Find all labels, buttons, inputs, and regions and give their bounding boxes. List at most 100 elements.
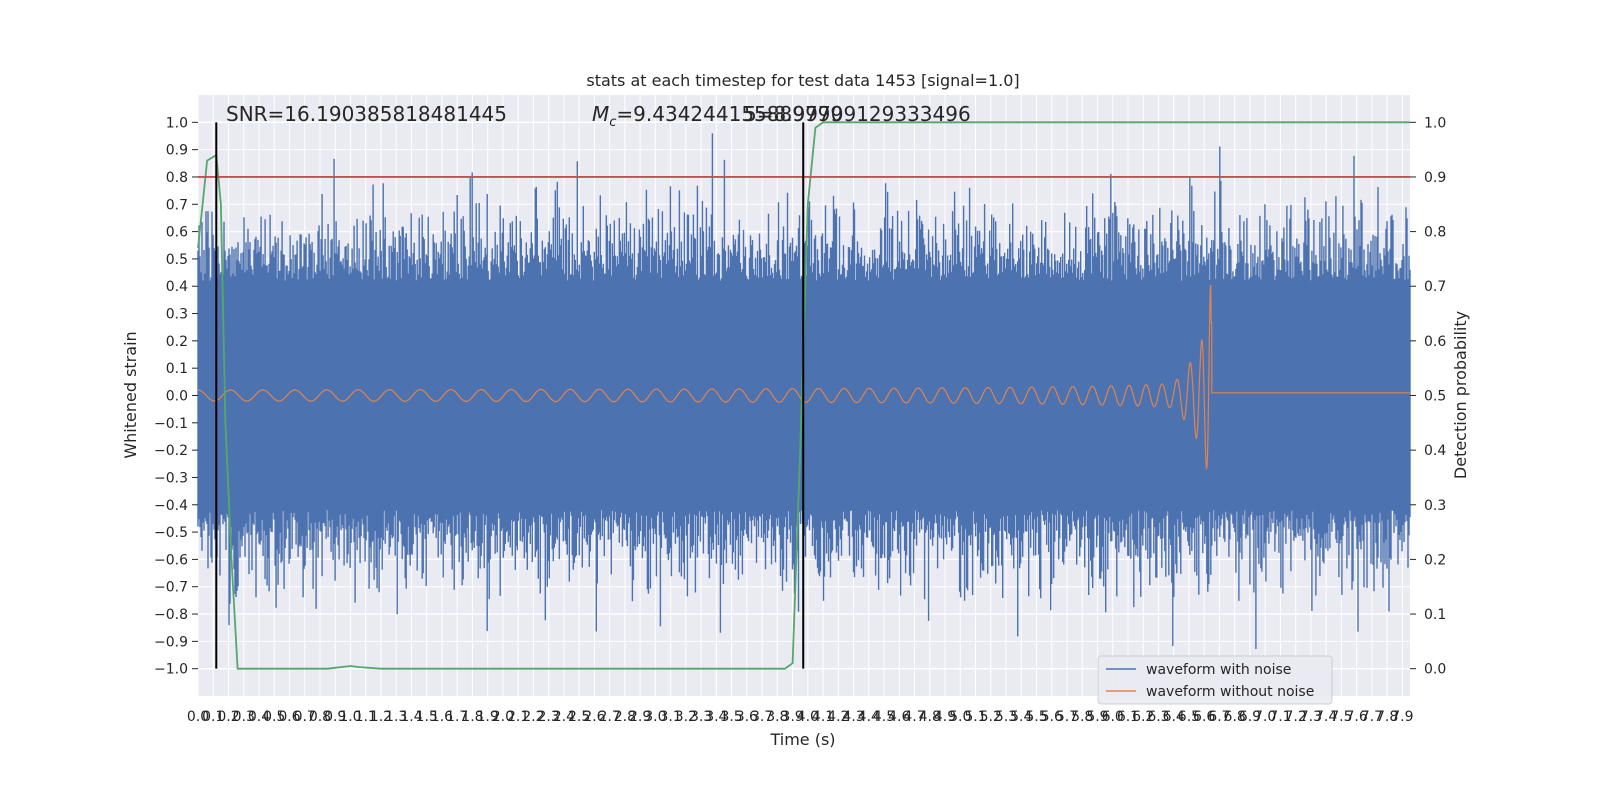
legend-label-clean: waveform without noise (1146, 684, 1314, 700)
y2-axis-label: Detection probability (1451, 311, 1470, 479)
x-tick-label: 6.0 (1102, 709, 1124, 725)
y2-tick-label: 0.8 (1424, 225, 1446, 241)
x-tick-label: 0.7 (294, 709, 316, 725)
x-tick-label: 1.4 (400, 709, 422, 725)
x-tick-label: 4.2 (827, 709, 849, 725)
y-tick-label: −0.3 (154, 470, 188, 486)
y2-tick-label: 0.2 (1424, 552, 1446, 568)
x-tick-label: 5.4 (1010, 709, 1032, 725)
x-tick-label: 1.8 (461, 709, 483, 725)
x-tick-label: 3.0 (644, 709, 666, 725)
x-tick-label: 0.0 (187, 709, 209, 725)
x-tick-label: 4.7 (903, 709, 925, 725)
y-tick-label: 0.8 (166, 170, 188, 186)
x-tick-label: 0.9 (324, 709, 346, 725)
snr-annotation: SNR=16.190385818481445 (226, 102, 507, 126)
y-tick-label: 1.0 (166, 115, 188, 131)
x-tick-label: 1.2 (370, 709, 392, 725)
x-tick-label: 0.8 (309, 709, 331, 725)
x-tick-label: 0.3 (233, 709, 255, 725)
x-tick-label: 6.1 (1117, 709, 1139, 725)
mc-subscript: c (609, 115, 616, 130)
y2-axis-ticks: 1.0 0.9 0.8 0.7 0.6 0.5 0.4 0.3 0.2 0.1 0.0 (1410, 115, 1446, 678)
x-tick-label: 5.6 (1041, 709, 1063, 725)
y-tick-label: 0.5 (166, 252, 188, 268)
x-tick-label: 3.6 (736, 709, 758, 725)
x-tick-label: 5.2 (980, 709, 1002, 725)
y-tick-label: −0.4 (154, 498, 188, 514)
x-tick-label: 1.1 (355, 709, 377, 725)
x-tick-label: 1.5 (416, 709, 438, 725)
x-tick-label: 5.8 (1071, 709, 1093, 725)
series-waveform-without-noise (197, 284, 1410, 471)
mc-symbol: M (592, 102, 609, 126)
y2-tick-label: 0.7 (1424, 279, 1446, 295)
x-tick-label: 7.2 (1285, 709, 1307, 725)
y-tick-label: −0.9 (154, 634, 188, 650)
x-tick-label: 1.7 (446, 709, 468, 725)
y-tick-label: 0.1 (166, 361, 188, 377)
x-tick-label: 2.4 (553, 709, 575, 725)
x-tick-label: 6.8 (1224, 709, 1246, 725)
x-tick-label: 4.8 (919, 709, 941, 725)
y2-tick-label: 0.9 (1424, 170, 1446, 186)
series-waveform-with-noise (197, 133, 1411, 649)
x-tick-label: 5.5 (1025, 709, 1047, 725)
y2-tick-label: 0.1 (1424, 607, 1446, 623)
x-tick-label: 5.0 (949, 709, 971, 725)
chart-title: stats at each timestep for test data 145… (586, 71, 1019, 90)
y-tick-label: 0.6 (166, 225, 188, 241)
y2-tick-label: 0.0 (1424, 662, 1446, 678)
x-tick-label: 2.8 (614, 709, 636, 725)
probability-trace (197, 121, 1410, 670)
x-tick-label: 4.4 (858, 709, 880, 725)
y2-tick-label: 0.5 (1424, 389, 1446, 405)
x-tick-label: 4.6 (888, 709, 910, 725)
x-tick-label: 6.4 (1163, 709, 1185, 725)
y-tick-label: 0.2 (166, 334, 188, 350)
y-tick-label: −0.1 (154, 416, 188, 432)
legend-label-noise: waveform with noise (1146, 662, 1291, 678)
series-detection-probability (197, 121, 1410, 670)
x-tick-label: 4.5 (873, 709, 895, 725)
x-tick-label: 4.1 (812, 709, 834, 725)
y-tick-label: −0.6 (154, 552, 188, 568)
y-tick-label: 0.3 (166, 307, 188, 323)
mc-value: =9.434244155889799 (616, 102, 843, 126)
second-annotation: 5=8.99709129333496 (744, 102, 971, 126)
x-tick-label: 4.9 (934, 709, 956, 725)
x-tick-label: 1.3 (385, 709, 407, 725)
x-tick-label: 0.5 (263, 709, 285, 725)
x-axis-ticks: 0.00.10.20.30.40.50.60.70.80.91.01.11.21… (187, 709, 1414, 725)
x-tick-label: 3.5 (720, 709, 742, 725)
x-tick-label: 6.5 (1178, 709, 1200, 725)
x-tick-label: 6.2 (1132, 709, 1154, 725)
y2-tick-label: 0.3 (1424, 498, 1446, 514)
y-axis-ticks: 1.0 0.9 0.8 0.7 0.6 0.5 0.4 0.3 0.2 0.1 0.0 −0.1 −0.… (154, 115, 198, 678)
x-tick-label: 5.9 (1086, 709, 1108, 725)
x-tick-label: 4.3 (842, 709, 864, 725)
y2-tick-label: 0.6 (1424, 334, 1446, 350)
y-tick-label: −0.5 (154, 525, 188, 541)
x-tick-label: 2.0 (492, 709, 514, 725)
x-tick-label: 5.7 (1056, 709, 1078, 725)
legend-box (1097, 655, 1333, 705)
x-tick-label: 6.7 (1208, 709, 1230, 725)
x-tick-label: 0.4 (248, 709, 270, 725)
legend: waveform with noise waveform without noi… (1097, 655, 1333, 705)
x-tick-label: 1.6 (431, 709, 453, 725)
x-tick-label: 2.2 (522, 709, 544, 725)
y-tick-label: 0.7 (166, 197, 188, 213)
y2-tick-label: 1.0 (1424, 115, 1446, 131)
x-tick-label: 3.9 (781, 709, 803, 725)
chirp-mass-annotation: Mc=9.434244155889799 (592, 102, 843, 130)
x-tick-label: 2.6 (583, 709, 605, 725)
x-tick-label: 7.7 (1361, 709, 1383, 725)
x-tick-label: 6.3 (1147, 709, 1169, 725)
x-tick-label: 3.2 (675, 709, 697, 725)
x-tick-label: 6.6 (1193, 709, 1215, 725)
x-tick-label: 4.0 (797, 709, 819, 725)
x-tick-label: 2.1 (507, 709, 529, 725)
x-tick-label: 3.4 (705, 709, 727, 725)
